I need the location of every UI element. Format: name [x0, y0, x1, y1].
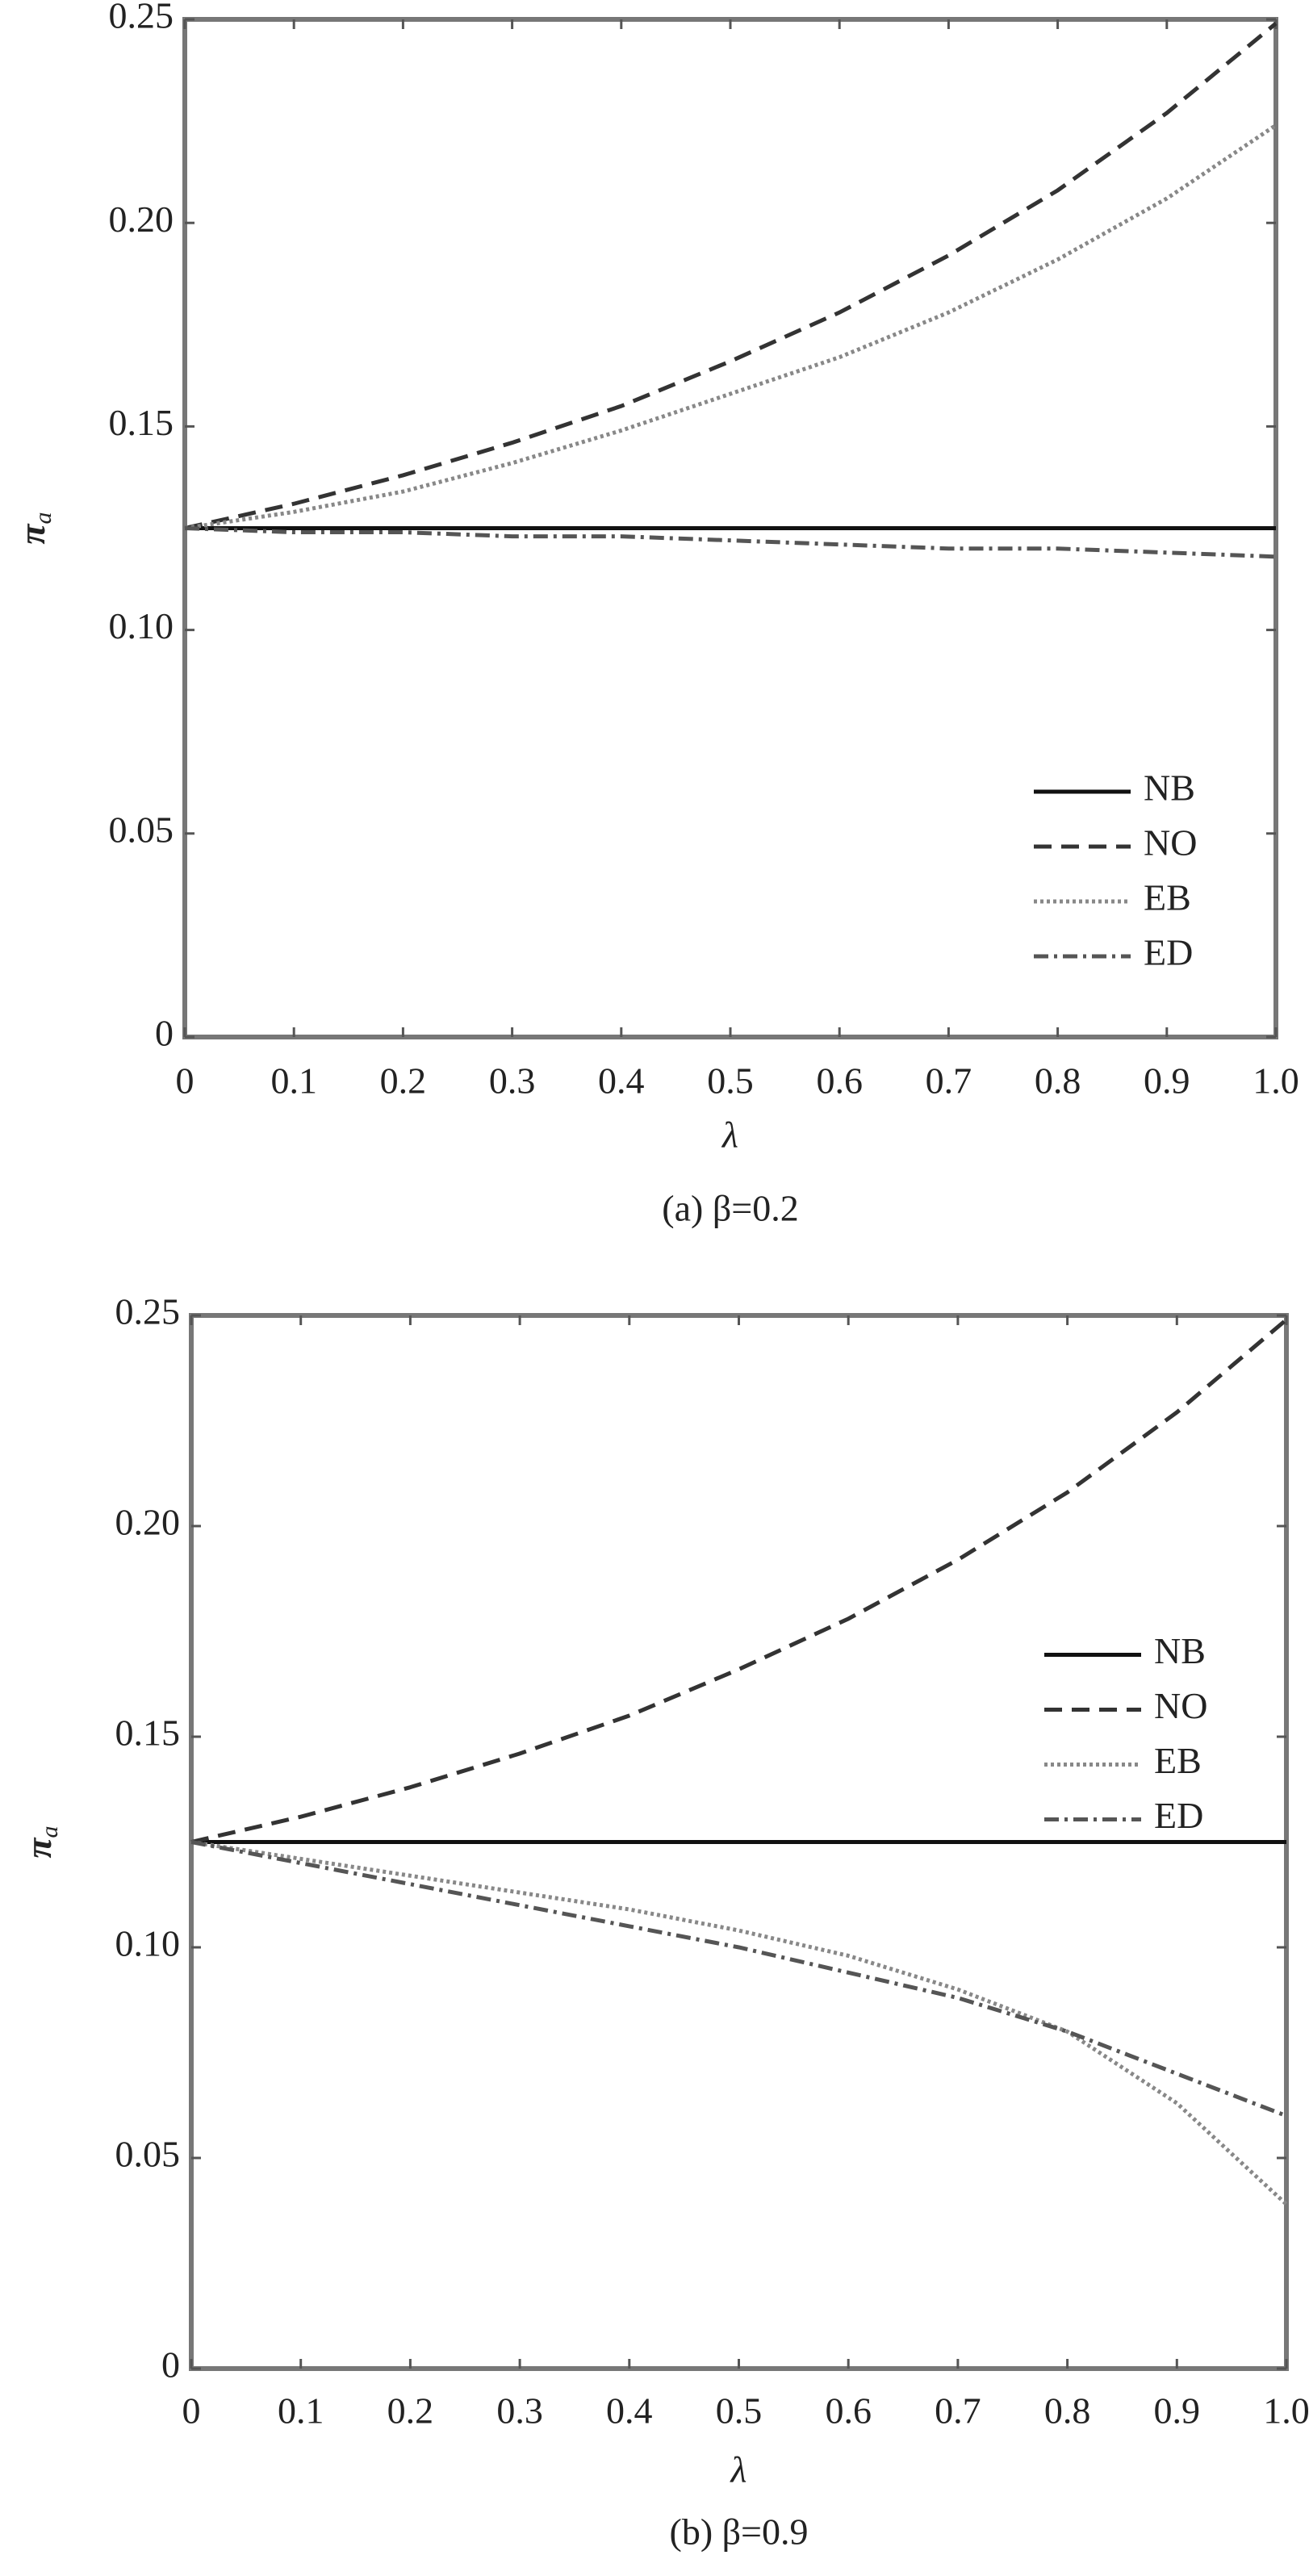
x-tick-label: 1.0	[1253, 1060, 1299, 1102]
series-line	[184, 123, 1278, 530]
legend-label: NO	[1144, 822, 1197, 864]
y-axis-label-subscript: a	[30, 512, 56, 524]
x-tick-label: 0.8	[1044, 2390, 1091, 2432]
legend-label: NO	[1154, 1685, 1207, 1726]
y-tick-label: 0.25	[115, 1291, 181, 1332]
y-tick-label: 0.10	[109, 605, 174, 646]
x-tick-label: 0.2	[387, 2390, 434, 2432]
series-line	[190, 1840, 1287, 2118]
x-tick-label: 0	[182, 2390, 201, 2432]
y-tick-label: 0.05	[115, 2134, 181, 2175]
x-tick-label: 0.7	[935, 2390, 981, 2432]
x-tick-label: 0.4	[598, 1060, 645, 1102]
chart-caption: (b) β=0.9	[670, 2511, 809, 2553]
x-tick-label: 0.8	[1035, 1060, 1081, 1102]
series-line	[190, 1318, 1288, 1844]
x-tick-label: 0.3	[489, 1060, 536, 1102]
x-tick-label: 0.6	[825, 2390, 872, 2432]
x-tick-label: 0.5	[716, 2390, 763, 2432]
y-tick-label: 0.20	[115, 1502, 181, 1543]
x-axis-label: λ	[730, 2449, 747, 2490]
x-tick-label: 0.1	[278, 2390, 324, 2432]
series-line	[184, 526, 1277, 559]
y-tick-label: 0.20	[109, 199, 174, 240]
legend-label: EB	[1154, 1740, 1202, 1781]
y-axis-label: πa	[18, 1825, 63, 1858]
y-tick-label: 0	[161, 2344, 180, 2386]
legend-label: ED	[1144, 932, 1193, 973]
legend-label: NB	[1144, 767, 1195, 809]
chart-caption: (a) β=0.2	[662, 1188, 798, 1229]
x-tick-label: 0.2	[380, 1060, 427, 1102]
y-axis-label-main: π	[11, 523, 52, 545]
y-tick-label: 0	[155, 1013, 174, 1054]
y-tick-label: 0.25	[109, 0, 174, 36]
y-tick-label: 0.10	[115, 1923, 181, 1964]
y-tick-label: 0.05	[109, 809, 174, 850]
x-tick-label: 0.5	[707, 1060, 754, 1102]
legend-label: ED	[1154, 1795, 1203, 1836]
x-tick-label: 0.1	[270, 1060, 317, 1102]
x-tick-label: 0.9	[1154, 2390, 1201, 2432]
x-tick-label: 0.3	[496, 2390, 543, 2432]
series-line	[190, 1840, 1288, 2206]
x-axis-label: λ	[721, 1114, 738, 1156]
y-axis-label-main: π	[18, 1837, 59, 1859]
legend-label: NB	[1154, 1630, 1206, 1671]
y-tick-label: 0.15	[109, 402, 174, 443]
x-tick-label: 0.9	[1144, 1060, 1190, 1102]
y-axis-label: πa	[11, 512, 56, 544]
x-tick-label: 0	[176, 1060, 194, 1102]
series-line	[184, 22, 1278, 530]
x-tick-label: 1.0	[1263, 2390, 1309, 2432]
y-tick-label: 0.15	[115, 1712, 181, 1754]
x-tick-label: 0.6	[816, 1060, 863, 1102]
x-tick-label: 0.4	[606, 2390, 653, 2432]
y-axis-label-subscript: a	[36, 1825, 63, 1838]
x-tick-label: 0.7	[926, 1060, 972, 1102]
legend-label: EB	[1144, 877, 1191, 918]
